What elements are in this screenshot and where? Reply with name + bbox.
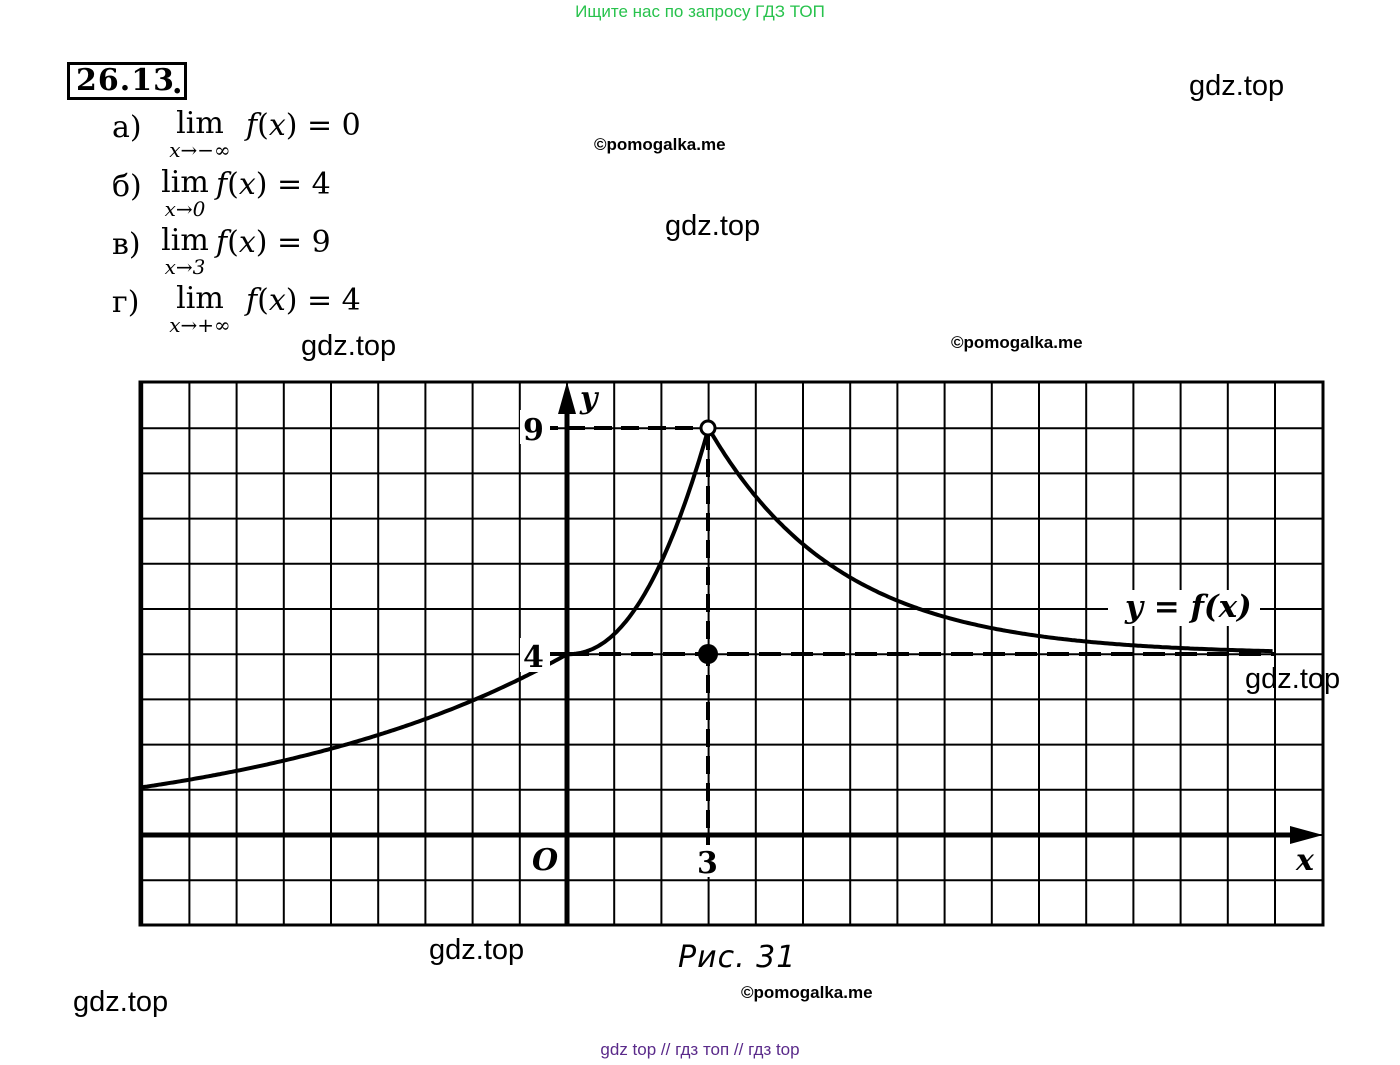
lim-operator: lim x→−∞ [160, 108, 240, 162]
watermark-copyright: ©pomogalka.me [741, 983, 873, 1002]
limit-expression: f(x) = 4 [246, 283, 361, 318]
tick-label-y4: 4 [523, 640, 544, 675]
x-axis-label: x [1295, 843, 1315, 878]
lim-subscript: x→+∞ [169, 313, 231, 337]
watermark-gdz: gdz.top [665, 210, 761, 242]
grid-frame [138, 380, 1325, 927]
lim-operator: lim x→3 [156, 225, 214, 279]
label-background [520, 410, 550, 444]
watermark-gdz: gdz.top [429, 934, 525, 966]
tick-label-x3: 3 [697, 846, 718, 881]
watermark-gdz: gdz.top [301, 330, 397, 362]
top-banner: Ищите нас по запросу ГДЗ ТОП [575, 2, 825, 21]
y-axis-arrow [558, 382, 576, 414]
problem-number: 26.13 [67, 62, 187, 100]
limit-expression: f(x) = 4 [216, 167, 331, 202]
label-background [693, 845, 723, 877]
x-axis-arrow [1290, 826, 1323, 844]
watermark-gdz: gdz.top [73, 986, 169, 1018]
y-axis-label: y [579, 381, 600, 416]
watermark-copyright: ©pomogalka.me [594, 135, 726, 154]
watermark-copyright: ©pomogalka.me [951, 333, 1083, 352]
curve-left-branch [141, 427, 711, 790]
curve-label: y = f(x) [1124, 589, 1252, 625]
item-label: а) [112, 110, 142, 145]
origin-label: O [532, 843, 558, 878]
figure-caption: Рис. 31 [678, 940, 797, 975]
limit-expression: f(x) = 0 [246, 108, 361, 143]
limit-expression: f(x) = 9 [216, 225, 331, 260]
item-label: г) [112, 285, 140, 320]
item-label: б) [112, 169, 142, 204]
lim-operator: lim x→0 [156, 167, 214, 221]
footer-links: gdz top // гдз топ // гдз top [600, 1040, 800, 1059]
open-point [699, 419, 717, 437]
lim-subscript: x→0 [164, 197, 206, 221]
curve-right-branch [706, 427, 1273, 654]
label-background [520, 638, 550, 672]
problem-number-dot: . [172, 66, 183, 101]
filled-point [698, 644, 718, 664]
item-label: в) [112, 227, 141, 262]
lim-operator: lim x→+∞ [160, 283, 240, 337]
lim-subscript: x→3 [164, 255, 206, 279]
watermark-gdz: gdz.top [1189, 70, 1285, 102]
label-background [1108, 590, 1260, 626]
lim-subscript: x→−∞ [169, 138, 231, 162]
tick-label-y9: 9 [523, 413, 544, 448]
